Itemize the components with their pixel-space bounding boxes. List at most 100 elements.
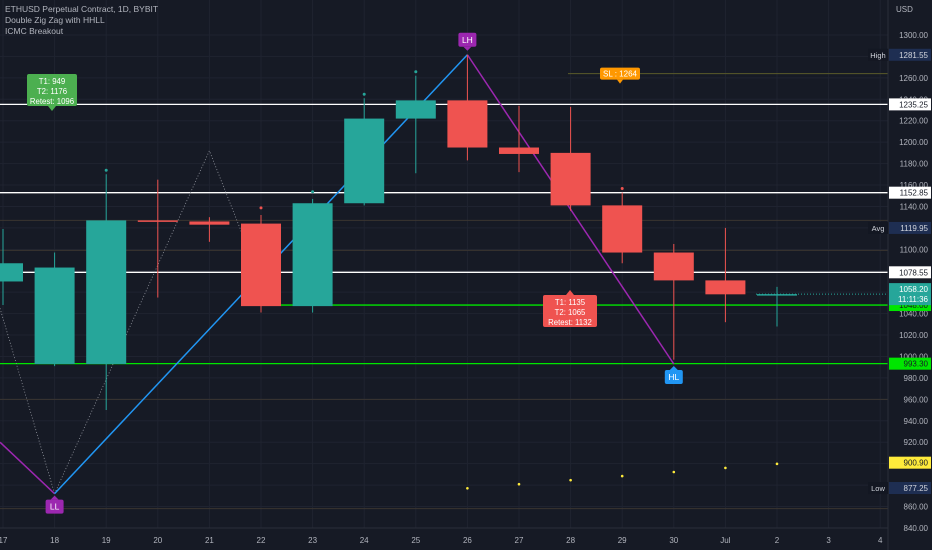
symbol-title[interactable]: ETHUSD Perpetual Contract, 1D, BYBIT [5,4,159,14]
candle-body[interactable] [447,100,488,148]
level-tag: 1152.85 [900,189,929,198]
price-tick: 1180.00 [900,160,929,169]
target-line: Retest: 1096 [30,97,74,106]
price-tick: 1100.00 [900,245,929,254]
candle-body[interactable] [137,220,178,222]
level-tag: 1048.00 [899,301,928,310]
price-tick: 1260.00 [899,74,928,83]
indicator-dot [724,466,727,470]
time-tick: 4 [878,536,883,545]
time-axis: 17 18 19 20 21 22 23 24 25 26 27 28 29 30 Jul 2 3 4 [0,527,888,545]
swing-label: HL [668,372,679,382]
candle-body[interactable] [189,221,230,225]
time-tick: 30 [669,536,678,545]
time-tick: 28 [566,536,575,545]
target-line: Retest: 1132 [548,318,592,327]
level-tag: 993.30 [904,360,929,369]
price-tick: 1220.00 [899,117,928,126]
level-900-tag-bg [889,456,931,469]
stop-loss-label: SL : 1264 [603,70,638,79]
candle-body[interactable] [499,147,539,154]
indicator-dot [620,474,624,478]
price-tick: 940.00 [904,417,929,426]
target-line: T1: 949 [39,77,65,86]
horizontal-levels [0,103,888,365]
price-tag-high-label: High [870,51,885,60]
level-tag: 1235.25 [899,100,928,109]
price-tag-avg-label-bg [868,221,888,234]
level-tag-bg [889,357,931,370]
target-line: T1: 1135 [555,298,586,307]
price-tick: 1140.00 [900,202,929,211]
price-tick: 980.00 [904,374,929,383]
candle-body[interactable] [550,152,591,206]
time-tick: 17 [0,536,8,545]
time-tick: 23 [308,536,317,545]
candle-body[interactable] [241,223,281,307]
price-tag-high-label-bg [868,48,888,61]
time-tick: 27 [515,536,524,545]
price-tick: 1160.00 [900,181,929,190]
time-tick: 19 [102,536,111,545]
price-tag-high: 1281.55 [899,51,928,60]
price-tick: 960.00 [904,395,929,404]
candle-body[interactable] [653,252,694,281]
time-tick: 26 [463,536,472,545]
price-tick: 1040.00 [899,310,928,319]
price-tick: 1000.00 [899,352,928,361]
candle-body[interactable] [705,280,746,295]
target-box [543,295,597,327]
chart-legend: ETHUSD Perpetual Contract, 1D, BYBIT Dou… [5,4,158,37]
price-tag-low-bg [889,482,931,495]
level-900-tag: 900.90 [904,459,929,468]
bar-countdown: 11:11:36 [898,295,929,304]
swing-label: LL [50,502,60,512]
signal-dot [311,190,315,194]
target-box-pointer [48,106,56,111]
price-tick: 1020.00 [899,331,928,340]
candle-body[interactable] [0,263,23,282]
target-line: T2: 1065 [555,308,586,317]
target-box [27,74,77,106]
price-tag-low: 877.25 [904,484,929,493]
level-tag: 1078.55 [899,268,928,277]
price-tag-high-bg [889,48,931,61]
zigzag-leg-down-early [0,441,56,495]
swing-tag [458,32,477,47]
time-tick: 25 [411,536,420,545]
time-tick: 20 [153,536,162,545]
signal-dot [362,92,366,96]
indicator-breakout[interactable]: ICMC Breakout [5,26,64,36]
candle-body[interactable] [292,203,333,307]
time-tick: Jul [720,536,730,545]
time-tick: 29 [618,536,627,545]
candle-body[interactable] [757,294,797,296]
swing-tag [45,499,64,514]
indicator-zigzag[interactable]: Double Zig Zag with HHLL [5,15,105,25]
price-tick: 1200.00 [899,138,928,147]
candle-body[interactable] [34,267,75,364]
time-tick: 21 [205,536,214,545]
indicator-dot [466,486,469,490]
target-box-pointer [566,290,574,295]
price-tag-low-label-bg [868,482,888,495]
time-tick: 24 [360,536,369,545]
stop-loss-tag [600,67,640,80]
candle-body[interactable] [86,220,127,364]
candle-body[interactable] [395,100,436,119]
stop-loss-tag-pointer [617,79,623,84]
price-tag-avg-label: Avg [872,224,885,233]
indicator-dot [569,478,572,482]
signal-dot [620,187,624,191]
candle-body[interactable] [602,205,643,253]
target-line: T2: 1176 [37,87,67,96]
indicator-dot [672,470,676,474]
swing-tag-pointer [669,365,678,370]
last-price: 1058.20 [899,285,928,294]
candle-body[interactable] [344,118,385,204]
level-tag-bg [889,98,931,111]
signal-dot [414,70,418,74]
grid [0,0,888,529]
